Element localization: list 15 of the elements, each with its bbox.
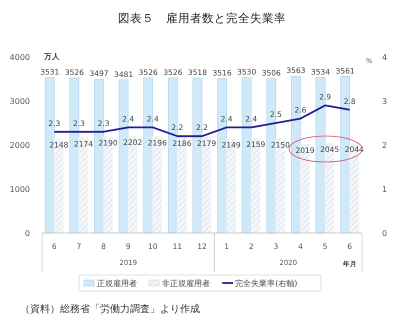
- legend-label: 正規雇用者: [97, 279, 137, 288]
- y-tick-label: 2000: [10, 141, 30, 150]
- y2-tick-label: 2: [382, 141, 388, 150]
- y2-tick-label: 3: [382, 97, 388, 106]
- y2-tick-label: 1: [382, 185, 388, 194]
- text: （資料）総務省「労働力調査」より作成: [20, 303, 200, 315]
- y-tick-label: 0: [24, 229, 30, 238]
- y-tick-label: 1000: [10, 185, 30, 194]
- y2-tick-label: 0: [382, 229, 388, 238]
- legend-label: 非正規雇用者: [162, 279, 210, 288]
- y-tick-label: 4000: [10, 53, 30, 62]
- chart-title: 図表５ 雇用者数と完全失業率: [118, 11, 286, 25]
- y-tick-label: 3000: [10, 97, 30, 106]
- y2-tick-label: 4: [382, 53, 388, 62]
- legend-label: 完全失業率(右軸): [235, 279, 298, 288]
